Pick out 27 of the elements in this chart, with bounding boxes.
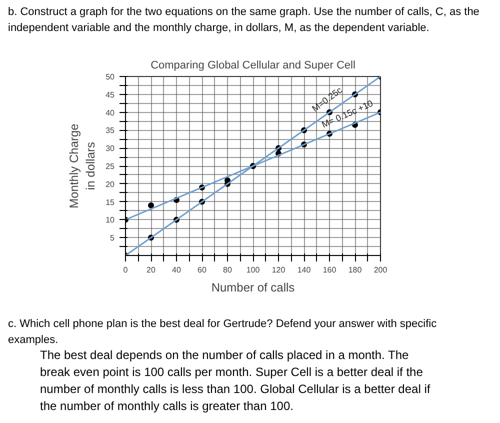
y-tick-label: 10 <box>106 216 116 225</box>
text: c. Which cell phone plan is the best deal for Gertrude? Defend your answer with specific examples. <box>8 317 438 348</box>
y-tick-label: 20 <box>106 180 116 189</box>
x-tick-label: 40 <box>172 266 182 274</box>
text: b. Construct a graph for the two equations on the same graph. Use the number of calls, C, as the independent variable and the monthly charge, in dollars, M, as the dependent variable. <box>8 5 480 36</box>
y-tick-label: 5 <box>110 234 116 243</box>
x-tick-label: 20 <box>146 266 156 274</box>
x-tick-label: 0 <box>123 266 128 274</box>
chart-title: Comparing Global Cellular and Super Cell <box>150 60 356 72</box>
y-tick-label: 45 <box>106 90 116 100</box>
x-tick-label: 80 <box>223 266 232 274</box>
y-tick-label: 25 <box>106 162 116 171</box>
x-tick-label: 200 <box>374 266 388 274</box>
y-tick-label: 50 <box>106 72 116 82</box>
y-tick-label: 35 <box>106 126 116 136</box>
text: The best deal depends on the number of calls placed in a month. The break even point is 100 calls per month. Super Cell is a better deal if the number of monthly calls is less than 100. Global Cellular is a better deal if the number of monthly calls is greater than 100. <box>40 347 432 416</box>
y-axis-title: Monthly Charge in dollars <box>66 123 98 208</box>
y-tick-label: 40 <box>106 108 116 118</box>
y-tick-label: 15 <box>106 198 116 207</box>
x-axis-title: Number of calls <box>211 280 295 294</box>
x-tick-label: 140 <box>297 266 312 274</box>
x-tick-label: 60 <box>198 266 207 274</box>
x-tick-label: 180 <box>348 266 362 274</box>
x-tick-label: 160 <box>322 266 337 274</box>
x-tick-label: 100 <box>246 266 260 274</box>
y-tick-label: 30 <box>106 144 116 154</box>
x-tick-label: 120 <box>272 266 286 274</box>
